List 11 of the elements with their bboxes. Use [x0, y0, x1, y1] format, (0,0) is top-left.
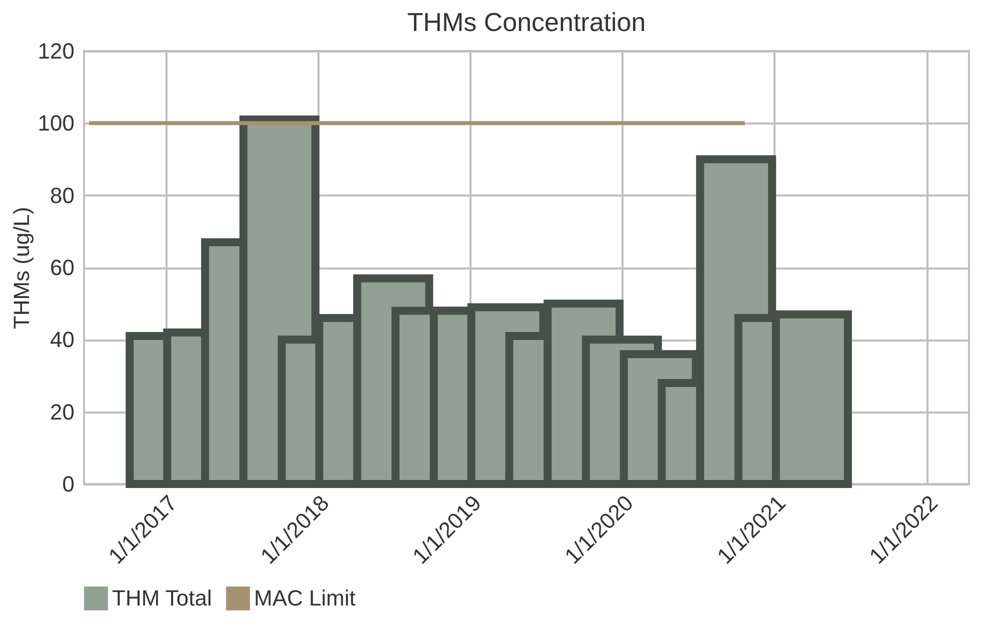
y-tick-label: 40: [50, 327, 74, 352]
y-tick-label: 20: [50, 399, 74, 424]
chart-title: THMs Concentration: [407, 7, 646, 37]
y-tick-label: 80: [50, 182, 74, 208]
legend-label: MAC Limit: [254, 585, 356, 610]
y-axis-title: THMs (ug/L): [8, 206, 34, 330]
y-tick-label: 0: [62, 472, 74, 496]
y-tick-label: 120: [38, 38, 74, 64]
y-tick-label: 100: [38, 110, 74, 136]
y-tick-label: 60: [50, 255, 74, 280]
legend-label: THM Total: [112, 585, 212, 610]
